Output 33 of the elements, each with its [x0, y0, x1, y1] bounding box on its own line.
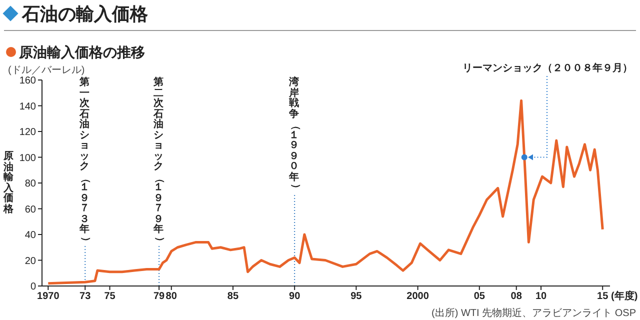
x-tick-label: 73: [80, 291, 92, 302]
y-tick-label: 120: [19, 127, 36, 138]
x-tick-label: 2000: [406, 291, 430, 302]
text: 第一次石油ショック（１９７３年）: [80, 77, 91, 246]
y-tick-label: 20: [24, 256, 36, 267]
text: 湾岸戦争（１９９０年）: [289, 77, 300, 194]
x-tick-label: 95: [350, 291, 362, 302]
text: (出所) WTI 先物期近、アラビアンライト OSP: [432, 306, 636, 320]
chart-subtitle: 原油輸入価格の推移: [19, 43, 145, 61]
x-tick-label: 85: [227, 291, 239, 302]
text: 第二次石油ショック（１９７９年）: [154, 77, 165, 246]
x-tick-label: 15: [597, 291, 609, 302]
x-tick-label: 08: [510, 291, 522, 302]
y-tick-label: 80: [24, 178, 36, 190]
y-tick-label: 60: [24, 204, 36, 216]
x-axis-title: (年度): [611, 289, 638, 303]
x-tick-label: 80: [166, 291, 178, 302]
y-tick-label: 100: [19, 152, 36, 164]
text: (ドル／バーレル): [8, 64, 85, 76]
x-tick-label: 10: [535, 291, 547, 302]
x-tick-label: 90: [289, 291, 301, 302]
y-tick-label: 160: [19, 76, 36, 87]
y-tick-label: 0: [30, 282, 36, 293]
x-tick-label: 75: [104, 291, 116, 302]
x-tick-label: 05: [474, 291, 486, 302]
line-series: [46, 99, 604, 285]
annotation: リーマンショック（２００８年９月）: [462, 63, 632, 75]
x-tick-label: 1970: [37, 291, 60, 302]
y-tick-label: 40: [24, 230, 36, 242]
x-tick-label: 79: [153, 291, 166, 302]
y-axis-title: 原油輸入価格: [3, 151, 14, 215]
y-tick-label: 140: [19, 101, 36, 112]
chart-title: 石油の輸入価格: [22, 3, 148, 25]
